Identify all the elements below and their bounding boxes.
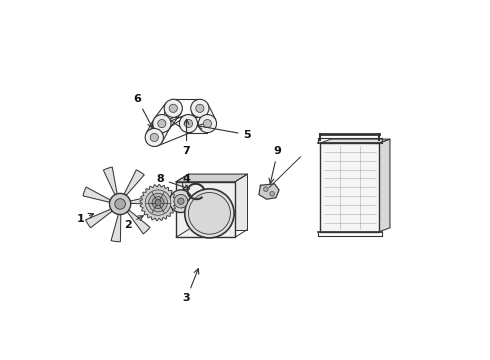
Circle shape bbox=[145, 190, 171, 215]
Text: 2: 2 bbox=[124, 216, 143, 230]
Text: 1: 1 bbox=[76, 213, 94, 224]
Polygon shape bbox=[320, 143, 379, 232]
Polygon shape bbox=[176, 174, 247, 182]
Circle shape bbox=[189, 193, 230, 234]
Circle shape bbox=[158, 120, 166, 128]
Polygon shape bbox=[320, 139, 390, 143]
Text: 8: 8 bbox=[156, 174, 190, 190]
Circle shape bbox=[152, 197, 164, 208]
Polygon shape bbox=[140, 184, 176, 221]
Text: 7: 7 bbox=[183, 119, 191, 156]
Polygon shape bbox=[111, 215, 121, 242]
Circle shape bbox=[170, 190, 192, 212]
Polygon shape bbox=[86, 209, 112, 228]
Circle shape bbox=[264, 187, 268, 192]
Text: 4: 4 bbox=[182, 174, 191, 190]
Polygon shape bbox=[379, 139, 390, 232]
Polygon shape bbox=[124, 170, 144, 195]
Circle shape bbox=[109, 193, 131, 215]
Text: 3: 3 bbox=[183, 269, 199, 303]
Text: 5: 5 bbox=[197, 124, 251, 140]
Polygon shape bbox=[130, 195, 158, 204]
Polygon shape bbox=[103, 167, 117, 195]
Circle shape bbox=[155, 199, 161, 206]
Circle shape bbox=[178, 198, 184, 204]
Circle shape bbox=[150, 133, 158, 141]
Circle shape bbox=[203, 120, 212, 128]
Circle shape bbox=[196, 104, 204, 112]
Circle shape bbox=[270, 192, 274, 196]
Circle shape bbox=[145, 129, 163, 147]
Circle shape bbox=[184, 120, 193, 128]
Text: 6: 6 bbox=[133, 94, 152, 128]
Polygon shape bbox=[127, 210, 150, 234]
Circle shape bbox=[153, 114, 171, 132]
Circle shape bbox=[169, 104, 177, 112]
Polygon shape bbox=[259, 184, 279, 199]
Text: 9: 9 bbox=[269, 146, 282, 184]
Circle shape bbox=[198, 114, 217, 132]
Circle shape bbox=[115, 199, 125, 209]
Circle shape bbox=[148, 193, 168, 212]
Circle shape bbox=[174, 194, 188, 208]
Circle shape bbox=[179, 114, 197, 132]
Polygon shape bbox=[83, 187, 110, 202]
Polygon shape bbox=[176, 182, 235, 237]
Circle shape bbox=[191, 99, 209, 117]
Polygon shape bbox=[189, 174, 247, 230]
Circle shape bbox=[185, 189, 234, 238]
Circle shape bbox=[164, 99, 182, 117]
